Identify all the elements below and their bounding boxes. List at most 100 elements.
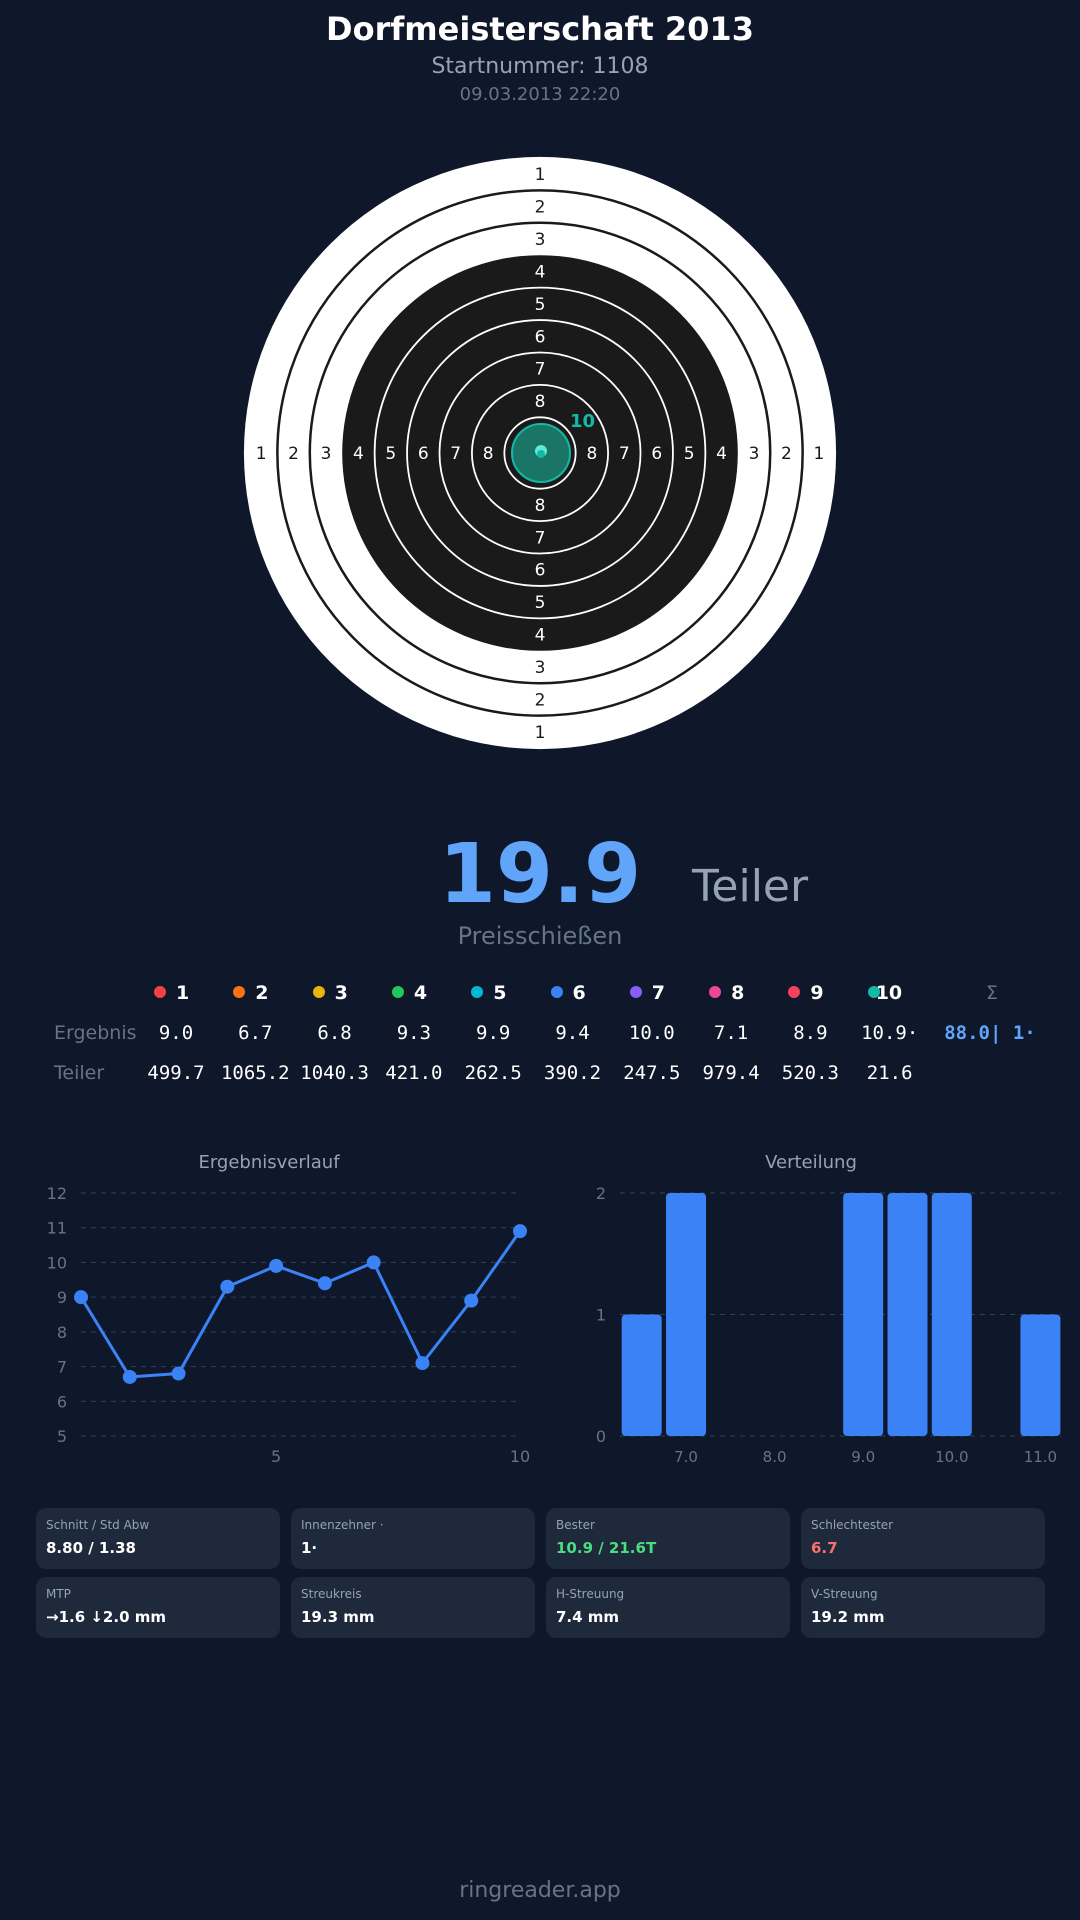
x-tick-label: 10.0 xyxy=(935,1448,968,1466)
shot-result: 10.0 xyxy=(628,1022,675,1044)
shot-divisor: 499.7 xyxy=(147,1062,205,1084)
stat-card-v-streuung: V-Streuung 19.2 mm xyxy=(801,1577,1045,1638)
shot-color-dot xyxy=(629,986,642,998)
stat-value: 6.7 xyxy=(811,1539,838,1557)
y-tick-label: 12 xyxy=(47,1184,67,1203)
data-point xyxy=(74,1290,88,1305)
x-tick-label: 11.0 xyxy=(1024,1448,1057,1466)
y-tick-label: 6 xyxy=(57,1392,67,1411)
ring-label: 8 xyxy=(586,444,597,464)
ring-6 xyxy=(406,319,674,587)
data-point xyxy=(269,1258,284,1273)
ring-label: 2 xyxy=(288,444,299,464)
ring-label: 6 xyxy=(418,444,429,464)
sum-symbol: Σ xyxy=(986,982,999,1004)
stat-value: 10.9 / 21.6T xyxy=(556,1539,657,1557)
data-point xyxy=(171,1366,186,1381)
stat-label: Schnitt / Std Abw xyxy=(46,1518,150,1532)
chart-title: Verteilung xyxy=(765,1152,857,1173)
shot-header-9: 9 xyxy=(788,982,824,1004)
stat-value: 1· xyxy=(301,1539,318,1557)
shot-divisor: 262.5 xyxy=(464,1062,522,1084)
shot-header-3: 3 xyxy=(312,982,348,1004)
stat-label: H-Streuung xyxy=(556,1587,625,1601)
shot-divisor: 21.6 xyxy=(866,1062,913,1084)
stat-value: 7.4 mm xyxy=(556,1608,620,1626)
ring-label: 4 xyxy=(353,444,364,464)
shot-divisor: 520.3 xyxy=(781,1062,839,1084)
y-tick-label: 1 xyxy=(596,1306,606,1325)
shot-header-7: 7 xyxy=(629,982,666,1004)
y-tick-label: 2 xyxy=(596,1184,606,1203)
shot-header-6: 6 xyxy=(550,982,586,1004)
shot-divisor: 1040.3 xyxy=(300,1062,369,1084)
ring-label: 8 xyxy=(535,496,546,516)
score-unit: Teiler xyxy=(692,861,809,912)
shot-color-dot xyxy=(788,986,801,998)
data-point xyxy=(220,1279,235,1294)
stat-label: Innenzehner · xyxy=(301,1518,384,1532)
stat-value: 19.3 mm xyxy=(301,1608,375,1626)
x-tick-label: 8.0 xyxy=(763,1448,787,1466)
shot-color-dot xyxy=(391,986,404,998)
bar xyxy=(1020,1314,1061,1436)
ring-label: 6 xyxy=(535,327,546,347)
shot-number: 8 xyxy=(731,982,745,1004)
ring-label: 3 xyxy=(535,230,546,250)
stat-value: 8.80 / 1.38 xyxy=(46,1539,136,1557)
bar xyxy=(887,1193,928,1436)
row-label-result: Ergebnis xyxy=(54,1022,137,1044)
ring-label: 1 xyxy=(813,444,824,464)
shot-divisor: 1065.2 xyxy=(220,1062,290,1084)
ring-label: 6 xyxy=(651,444,662,464)
stat-value: 19.2 mm xyxy=(811,1608,885,1626)
stat-label: MTP xyxy=(46,1587,71,1601)
bar xyxy=(843,1193,884,1436)
ring-label: 7 xyxy=(535,360,546,380)
stat-label: Bester xyxy=(556,1518,595,1532)
ring-7 xyxy=(438,351,642,555)
ring-9 xyxy=(503,416,577,490)
chart-title: Ergebnisverlauf xyxy=(198,1152,340,1173)
ring-label: 5 xyxy=(684,444,695,464)
ring-label: 3 xyxy=(321,444,332,464)
stat-card-mtp: MTP →1.6 ↓2.0 mm xyxy=(36,1577,280,1638)
shot-number: 4 xyxy=(413,982,428,1004)
ring-label: 4 xyxy=(535,262,546,282)
shot-number: 9 xyxy=(810,982,824,1004)
shot-number: 7 xyxy=(651,982,666,1004)
stat-card-innenzehner: Innenzehner · 1· xyxy=(291,1508,535,1569)
shot-divisor: 390.2 xyxy=(543,1062,602,1084)
y-tick-label: 7 xyxy=(57,1358,67,1377)
shot-color-dot xyxy=(709,986,722,998)
bar xyxy=(621,1314,662,1436)
data-point xyxy=(366,1255,381,1270)
shooting-target: 1 1 1 1 2 2 2 2 3 3 3 3 4 4 4 4 5 5 5 5 6 6 6 6 7 7 7 7 8 8 8 8 10 xyxy=(243,156,837,750)
shot-center-dot xyxy=(537,450,545,458)
ring-label: 7 xyxy=(450,444,461,464)
data-point xyxy=(415,1356,430,1371)
bar xyxy=(666,1193,706,1436)
shot-result: 9.0 xyxy=(158,1022,194,1044)
y-tick-label: 0 xyxy=(596,1427,606,1446)
stat-label: Schlechtester xyxy=(811,1518,894,1532)
ring-label: 7 xyxy=(619,444,630,464)
x-tick-label: 5 xyxy=(271,1447,281,1466)
y-tick-label: 5 xyxy=(57,1427,67,1446)
y-tick-label: 11 xyxy=(47,1219,67,1238)
shot-result: 10.9· xyxy=(861,1022,919,1044)
ring-label: 8 xyxy=(535,392,546,412)
ring-label: 2 xyxy=(535,690,546,710)
series-line xyxy=(79,1230,522,1379)
ring-label: 5 xyxy=(535,593,546,613)
ring-label: 3 xyxy=(749,444,760,464)
discipline-mode: Preisschießen xyxy=(457,922,623,950)
stat-label: V-Streuung xyxy=(811,1587,878,1601)
y-tick-label: 9 xyxy=(57,1288,67,1307)
shot-number: 3 xyxy=(334,982,348,1004)
score-value: 19.9 xyxy=(438,827,642,922)
footer-brand: ringreader.app xyxy=(459,1878,621,1903)
ring-label: 8 xyxy=(483,444,494,464)
shot-header-5: 5 xyxy=(471,982,506,1004)
ring-8 xyxy=(471,384,609,522)
